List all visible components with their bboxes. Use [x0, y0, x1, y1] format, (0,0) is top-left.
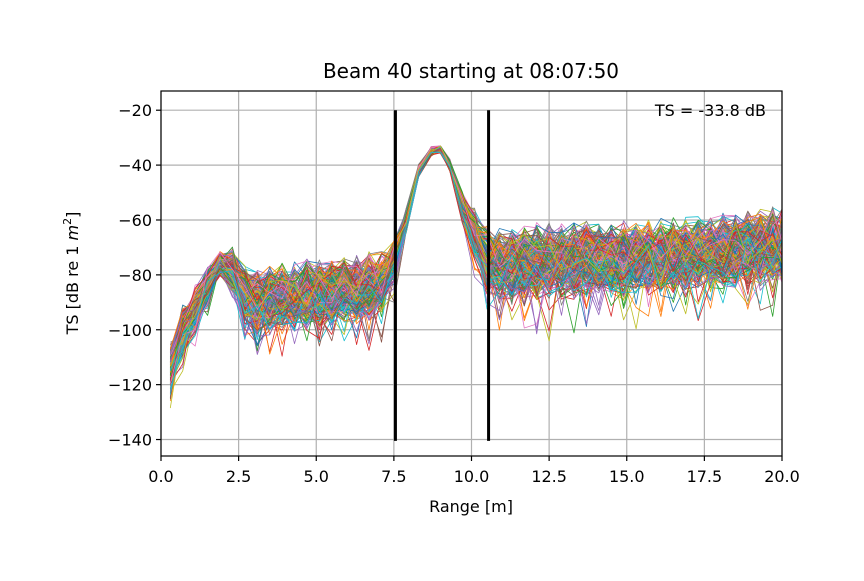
y-axis-label-suffix: ] [63, 212, 82, 218]
y-tick-label: −40 [118, 156, 152, 175]
x-axis-ticks: 0.0 2.5 5.0 7.5 10.0 12.5 15.0 17.5 20.0 [148, 456, 800, 486]
chart-title: Beam 40 starting at 08:07:50 [323, 59, 619, 83]
x-tick-label: 12.5 [531, 467, 567, 486]
y-tick-label: −60 [118, 211, 152, 230]
trace-series-line [169, 149, 782, 384]
trace-series-line [169, 151, 782, 372]
y-axis-label-prefix: TS [dB re 1 [63, 240, 82, 335]
y-axis-label-unit: m [63, 225, 82, 241]
x-tick-label: 17.5 [687, 467, 723, 486]
trace-series-line [169, 150, 782, 373]
trace-series-line [169, 145, 782, 358]
y-tick-label: −20 [118, 101, 152, 120]
trace-series-line [169, 145, 782, 384]
y-tick-label: −140 [108, 431, 152, 450]
x-tick-label: 15.0 [609, 467, 645, 486]
x-tick-label: 5.0 [304, 467, 329, 486]
ts-annotation: TS = -33.8 dB [654, 101, 766, 120]
y-tick-label: −80 [118, 266, 152, 285]
y-tick-label: −100 [108, 321, 152, 340]
series-group [169, 145, 782, 409]
trace-series-line [169, 148, 782, 381]
x-tick-label: 10.0 [454, 467, 490, 486]
trace-series-line [169, 151, 782, 395]
trace-series-line [169, 148, 782, 362]
x-tick-label: 0.0 [148, 467, 173, 486]
x-axis-label: Range [m] [429, 497, 513, 516]
trace-series-line [169, 149, 782, 368]
trace-series-line [169, 151, 782, 372]
y-axis-label: TS [dB re 1 m2] [61, 212, 82, 336]
x-tick-label: 7.5 [381, 467, 406, 486]
trace-series-line [169, 145, 782, 367]
x-tick-label: 20.0 [764, 467, 800, 486]
vertical-markers [393, 110, 491, 441]
trace-series-line [169, 148, 782, 361]
y-axis-label-exponent: 2 [61, 218, 74, 225]
trace-series-line [169, 149, 782, 385]
y-axis-ticks: −20 −40 −60 −80 −100 −120 −140 [108, 101, 161, 450]
x-tick-label: 2.5 [226, 467, 251, 486]
y-tick-label: −120 [108, 376, 152, 395]
